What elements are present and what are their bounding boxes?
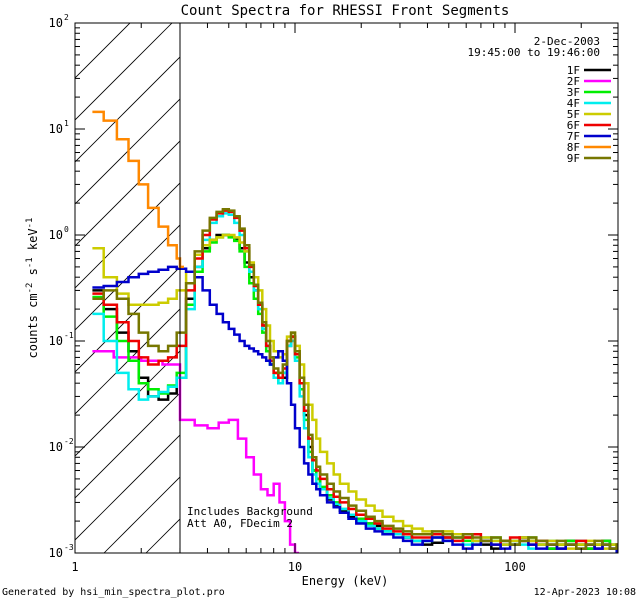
hatch-line [75,350,180,457]
axis-ticks [74,22,618,554]
time-range-label: 19:45:00 to 19:46:00 [468,46,600,59]
series-5F [92,233,618,550]
x-tick-label: 100 [504,560,526,574]
legend-label-8F: 8F [567,141,580,154]
y-tick-label: 10 [49,122,63,136]
y-tick-exponent: 0 [64,225,69,234]
x-tick-labels: 1 10 100 [71,560,525,574]
y-tick-label: 10 [49,546,63,560]
legend-label-9F: 9F [567,152,580,165]
y-tick-exponent: -1 [64,331,74,340]
y-label-exp: -1 [25,257,35,268]
series-8F [92,110,184,269]
series-3F [92,233,618,550]
footer-timestamp: 12-Apr-2023 10:08 [534,587,636,598]
hatch-line [75,98,180,205]
plot-frame [74,22,619,554]
hatch-line [314,0,640,553]
series-9F [92,207,618,550]
hatch-line [272,0,640,553]
legend-label-5F: 5F [567,108,580,121]
y-label-exp: -2 [25,283,35,294]
hatch-line [75,224,180,331]
legend-label-4F: 4F [567,97,580,110]
legend-label-3F: 3F [567,86,580,99]
hatch-line [356,0,640,553]
series-4F [92,212,618,553]
hatch-line [75,308,180,415]
hatch-line [75,434,180,541]
hatch-line [75,392,180,499]
hatch-line [398,0,640,553]
hatch-line [103,476,180,553]
footer-generator: Generated by hsi_min_spectra_plot.pro [2,587,225,598]
y-tick-exponent: -3 [64,543,74,552]
date-label: 2-Dec-2003 [534,35,600,48]
y-tick-exponent: 2 [64,13,69,22]
x-axis-label: Energy (keV) [302,574,389,588]
y-label-exp: -1 [25,218,35,229]
y-tick-label: 10 [49,16,63,30]
legend-label-1F: 1F [567,64,580,77]
hatch-line [75,23,131,79]
legend-label-2F: 2F [567,75,580,88]
y-axis-label: counts cm-2 s-1 keV-1 [25,218,40,359]
hatch-line [440,0,640,553]
y-label-part: counts cm [26,293,40,358]
x-tick-label: 1 [71,560,78,574]
chart-title: Count Spectra for RHESSI Front Segments [181,3,510,19]
legend-label-7F: 7F [567,130,580,143]
series-layer [92,110,618,553]
y-tick-label: 10 [49,334,63,348]
annotation-background: Includes Background [187,505,313,518]
y-tick-label: 10 [49,228,63,242]
series-2F [92,350,299,553]
y-tick-exponent: 1 [64,119,69,128]
y-label-part: s [26,268,40,282]
y-tick-exponent: -2 [64,437,74,446]
x-tick-label: 10 [288,560,302,574]
legend-label-6F: 6F [567,119,580,132]
hatch-line [75,182,180,289]
y-tick-label: 10 [49,440,63,454]
hatch-line [75,56,180,163]
y-label-part: keV [26,228,40,257]
series-1F [92,233,618,550]
annotation-attenuator: Att A0, FDecim 2 [187,517,293,530]
hatched-region [75,0,640,553]
hatch-line [75,23,173,121]
hatch-line [75,266,180,373]
